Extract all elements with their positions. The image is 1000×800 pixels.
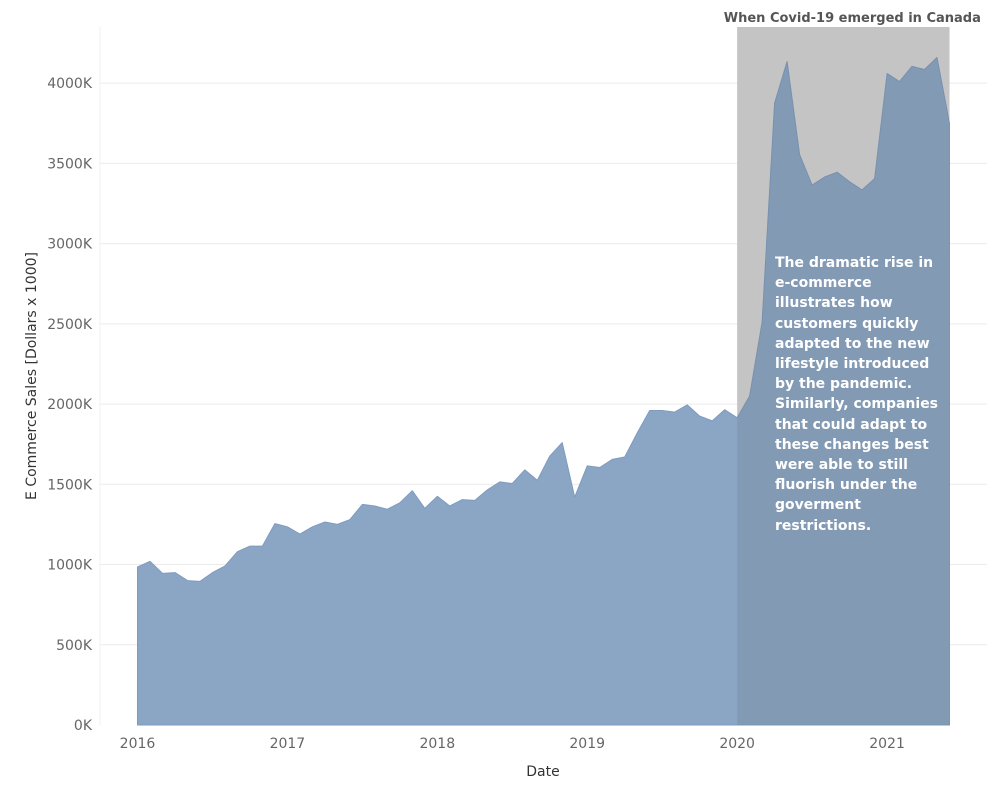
y-tick-label: 1500K (47, 477, 93, 493)
y-tick-label: 0K (74, 718, 93, 734)
x-tick-label: 2018 (419, 736, 455, 752)
covid-period-label: When Covid-19 emerged in Canada (724, 11, 981, 26)
area-fill (136, 57, 951, 726)
covid-period-overlay (737, 27, 950, 725)
annotation-text: The dramatic rise in e-commerce illustra… (775, 255, 939, 534)
y-tick-label: 2500K (47, 317, 93, 333)
y-tick-label: 500K (56, 638, 93, 654)
y-axis-ticks: 0K 500K 1000K 1500K 2000K 2500K 3000K 3500K 4000… (47, 76, 93, 734)
area-series (136, 57, 951, 726)
y-axis-label: E Commerce Sales [Dollars x 1000] (24, 252, 40, 500)
x-tick-label: 2021 (869, 736, 905, 752)
y-tick-label: 3000K (47, 237, 93, 253)
covid-period-tint (737, 27, 950, 725)
x-tick-label: 2020 (719, 736, 755, 752)
x-tick-label: 2016 (120, 736, 156, 752)
x-tick-label: 2017 (270, 736, 306, 752)
x-axis-ticks: 2016 2017 2018 2019 2020 2021 (120, 736, 905, 752)
y-tick-label: 3500K (47, 156, 93, 172)
y-tick-label: 2000K (47, 397, 93, 413)
y-tick-label: 1000K (47, 558, 93, 574)
x-axis-label: Date (526, 764, 559, 780)
x-tick-label: 2019 (569, 736, 605, 752)
y-tick-label: 4000K (47, 76, 93, 92)
